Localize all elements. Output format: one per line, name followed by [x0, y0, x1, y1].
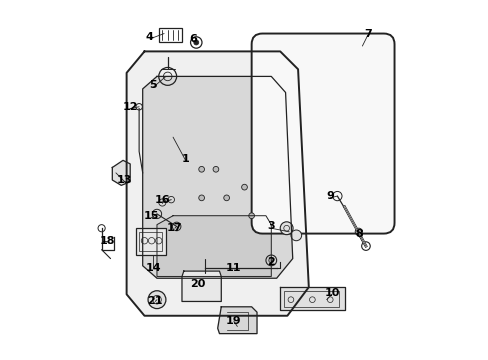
Text: 7: 7 — [363, 28, 371, 39]
Text: 18: 18 — [99, 236, 115, 246]
Circle shape — [213, 166, 218, 172]
Text: 1: 1 — [182, 154, 189, 163]
Text: 11: 11 — [225, 262, 241, 273]
Polygon shape — [182, 271, 221, 301]
Text: 9: 9 — [325, 191, 333, 201]
Text: 13: 13 — [117, 175, 132, 185]
Circle shape — [268, 258, 273, 263]
Circle shape — [189, 275, 209, 296]
Circle shape — [224, 195, 229, 201]
Bar — [139, 232, 162, 251]
Circle shape — [280, 222, 292, 235]
Polygon shape — [217, 307, 257, 334]
Circle shape — [198, 166, 204, 172]
Text: 5: 5 — [149, 80, 157, 90]
Text: 3: 3 — [267, 221, 275, 231]
Circle shape — [198, 195, 204, 201]
Text: 15: 15 — [143, 211, 159, 221]
Text: 21: 21 — [147, 296, 163, 306]
Text: 20: 20 — [190, 279, 205, 289]
Circle shape — [241, 184, 247, 190]
Circle shape — [290, 230, 301, 241]
Bar — [135, 228, 165, 255]
Polygon shape — [112, 160, 130, 185]
Text: 12: 12 — [122, 102, 138, 112]
Text: 14: 14 — [145, 262, 161, 273]
Text: 16: 16 — [154, 195, 170, 204]
Polygon shape — [126, 51, 308, 316]
Text: 17: 17 — [167, 223, 182, 233]
Text: 10: 10 — [324, 288, 339, 297]
Circle shape — [248, 213, 254, 219]
Bar — [159, 28, 182, 42]
Text: 4: 4 — [145, 32, 153, 42]
Circle shape — [148, 291, 165, 309]
Bar — [283, 291, 339, 307]
Polygon shape — [142, 76, 292, 278]
Circle shape — [193, 40, 198, 45]
Polygon shape — [157, 216, 271, 276]
Text: 19: 19 — [225, 316, 241, 326]
Text: 8: 8 — [354, 229, 362, 239]
Text: 6: 6 — [188, 34, 196, 44]
Polygon shape — [280, 287, 344, 310]
Text: 2: 2 — [267, 257, 275, 267]
FancyBboxPatch shape — [251, 33, 394, 234]
